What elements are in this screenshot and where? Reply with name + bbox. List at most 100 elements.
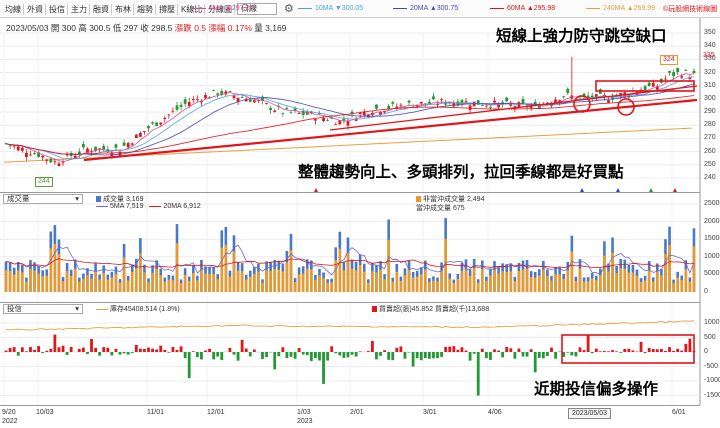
legend-ma240: 240MA ▲269.99 [586,4,655,13]
nontrade-volume-bar [436,281,439,292]
nontrade-volume-bar [232,251,236,292]
trust-net-bar [33,349,36,352]
nontrade-volume-bar [159,275,163,292]
tab-margin[interactable]: 融資 [91,4,112,15]
candle-body [208,97,211,98]
nontrade-volume-bar [672,283,675,292]
nontrade-volume-bar [521,269,525,292]
nontrade-volume-bar [635,275,639,292]
candle-body [61,162,65,164]
price-tick: 290 [704,108,716,116]
candle-body [49,158,53,163]
tab-foreign[interactable]: 外資 [25,4,46,15]
trust-net-bar [468,352,472,361]
candle-body [407,100,411,103]
price-tick: 330 [704,55,716,63]
candle-body [297,112,301,114]
nontrade-volume-bar [183,274,187,292]
tab-ma[interactable]: 均線 [3,4,24,15]
nontrade-volume-bar [383,279,386,292]
trust-net-bar [493,349,496,352]
ma60-line [5,95,695,155]
trust-net-bar [375,352,378,360]
price-tick: 340 [704,42,716,50]
nontrade-volume-bar [424,269,427,292]
nontrade-volume-bar [403,274,407,292]
volume-ma5-line [5,244,695,276]
nontrade-volume-bar [179,283,183,292]
candle-body [611,96,614,100]
trust-net-bar [118,352,122,355]
trust-net-bar [379,352,382,356]
nontrade-volume-bar [468,275,472,292]
nontrade-volume-bar [651,281,655,292]
trust-dropdown[interactable]: 投信 ▾ [3,304,83,314]
support-line [329,85,698,131]
nontrade-volume-bar [49,248,53,292]
nontrade-volume-bar [216,279,220,292]
nontrade-volume-bar [151,272,154,292]
trust-net-bar [244,348,248,352]
tab-trend[interactable]: 趨勢 [135,4,156,15]
gap-circle [573,95,591,113]
trust-net-bar [684,343,688,352]
candle-body [171,110,175,112]
candle-body [86,148,89,153]
candle-body [236,97,240,103]
x-year: 2023 [297,418,313,425]
gear-icon[interactable]: ⚙ [284,3,294,15]
period-select[interactable]: 日線 [237,3,277,15]
info-change: 0.5 [194,23,207,33]
tab-support[interactable]: 撐壓 [157,4,178,15]
candle-body [126,143,130,148]
tab-bollinger[interactable]: 布林 [113,4,134,15]
trust-net-bar [432,352,435,359]
trust-net-bar [615,351,619,352]
nontrade-volume-bar [517,271,521,292]
nontrade-volume-bar [41,276,44,292]
candle-body [358,112,362,115]
tab-kline-ratio[interactable]: K線比 [179,4,206,15]
trust-tick: 0 [704,348,708,355]
nontrade-volume-bar [248,276,252,292]
candle-body [692,70,696,74]
nontrade-volume-bar [114,273,118,292]
trust-net-bar [183,352,187,359]
trust-net-bar [655,349,659,352]
price-tick: 280 [704,121,716,129]
nontrade-volume-bar [73,268,77,292]
tab-trust[interactable]: 投信 [47,4,68,15]
nontrade-volume-bar [240,271,244,292]
x-tick: 2/01 [350,409,364,416]
trust-net-bar [501,352,505,358]
tab-main-force[interactable]: 主力 [69,4,90,15]
nontrade-volume-bar [175,243,179,292]
nontrade-volume-bar [432,280,435,292]
nontrade-volume-bar [301,273,305,292]
candle-body [281,113,285,114]
nontrade-volume-bar [554,274,557,292]
nontrade-volume-bar [501,271,504,292]
candle-body [138,132,142,137]
tab-minute[interactable]: 分線圖 [206,4,235,15]
nontrade-volume-bar [550,280,553,292]
candle-body [114,144,118,148]
trust-net-bar [395,347,399,352]
candle-body [375,104,378,109]
trust-net-bar [49,348,53,352]
volume-dropdown[interactable]: 成交量 ▾ [3,194,83,204]
trust-net-bar [476,352,480,396]
trust-net-bar [134,344,138,352]
candle-body [476,100,480,105]
trust-net-bar [338,352,342,356]
trust-highlight-box [561,334,695,364]
trust-net-bar [598,351,602,352]
candle-body [334,124,338,126]
price-tick: 270 [704,134,716,142]
nontrade-volume-bar [25,281,28,292]
candle-body [81,143,85,148]
trust-net-bar [456,349,460,352]
candle-body [387,105,391,109]
trust-net-bar [94,347,97,352]
